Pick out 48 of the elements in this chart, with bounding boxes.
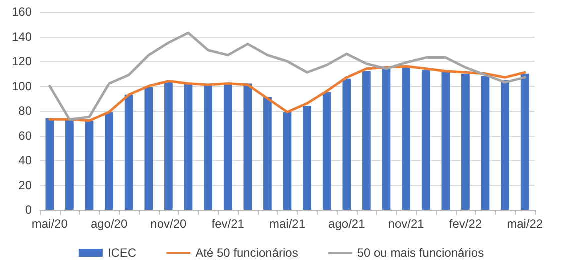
y-tick-label: 60 — [18, 128, 32, 143]
x-tick-label: ago/20 — [90, 217, 128, 231]
bar — [501, 80, 510, 210]
x-tick-label: nov/20 — [150, 217, 188, 231]
bar — [462, 74, 470, 210]
y-tick-label: 80 — [18, 104, 32, 118]
bar — [342, 78, 352, 210]
bar — [303, 106, 312, 210]
line-series — [48, 65, 526, 122]
bar — [124, 94, 134, 210]
y-tick-label: 160 — [12, 5, 32, 19]
bar — [244, 84, 252, 210]
y-tick-label: 40 — [18, 154, 32, 168]
legend-label: 50 ou mais funcionários — [357, 246, 484, 260]
legend-label: ICEC — [108, 246, 137, 260]
legend-label: Até 50 funcionários — [196, 246, 298, 260]
bar — [224, 84, 232, 210]
bar — [520, 74, 530, 210]
y-tick-label: 140 — [12, 30, 32, 44]
bar — [422, 70, 430, 210]
bar — [402, 66, 410, 210]
x-tick-label: mai/21 — [269, 217, 306, 231]
line-series — [48, 32, 526, 121]
x-tick-label: nov/21 — [388, 217, 425, 231]
bar — [164, 82, 173, 210]
x-tick-label: mai/22 — [507, 217, 544, 231]
bar — [105, 112, 114, 210]
bar — [283, 112, 292, 210]
bar — [66, 120, 74, 210]
bar — [85, 120, 94, 210]
bar — [322, 92, 332, 210]
x-tick-label: fev/21 — [212, 217, 245, 231]
bar — [362, 71, 371, 210]
bar — [144, 87, 154, 210]
bar — [264, 97, 272, 210]
bar — [382, 68, 391, 210]
bar — [184, 84, 193, 210]
y-tick-label: 0 — [25, 203, 32, 217]
bar — [204, 85, 212, 210]
x-tick-label: ago/21 — [328, 217, 366, 231]
x-tick-label: fev/22 — [449, 217, 482, 231]
bar — [481, 76, 490, 210]
bar — [442, 71, 450, 210]
bar — [46, 118, 54, 210]
y-tick-label: 20 — [18, 178, 32, 192]
y-tick-label: 100 — [12, 79, 32, 94]
y-tick-label: 120 — [12, 54, 32, 68]
x-tick-label: mai/20 — [32, 217, 68, 231]
